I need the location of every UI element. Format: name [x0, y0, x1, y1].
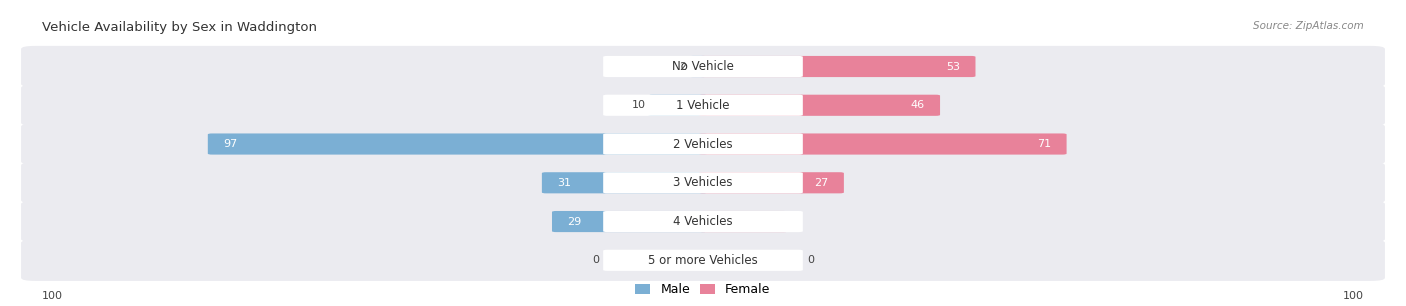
Text: 53: 53 — [946, 62, 960, 72]
Text: 31: 31 — [557, 178, 571, 188]
Text: Vehicle Availability by Sex in Waddington: Vehicle Availability by Sex in Waddingto… — [42, 21, 318, 34]
Text: 0: 0 — [592, 255, 599, 265]
Legend: Male, Female: Male, Female — [631, 279, 775, 300]
Text: 100: 100 — [42, 291, 63, 301]
Text: 46: 46 — [911, 100, 925, 110]
Text: 2 Vehicles: 2 Vehicles — [673, 137, 733, 151]
Text: 2: 2 — [679, 62, 686, 72]
Text: 97: 97 — [224, 139, 238, 149]
Text: 71: 71 — [1038, 139, 1052, 149]
Text: 100: 100 — [1343, 291, 1364, 301]
Text: 5 or more Vehicles: 5 or more Vehicles — [648, 254, 758, 267]
Text: 4 Vehicles: 4 Vehicles — [673, 215, 733, 228]
Text: 10: 10 — [631, 100, 645, 110]
Text: Source: ZipAtlas.com: Source: ZipAtlas.com — [1253, 21, 1364, 32]
Text: 1 Vehicle: 1 Vehicle — [676, 99, 730, 112]
Text: 0: 0 — [807, 255, 814, 265]
Text: 27: 27 — [814, 178, 828, 188]
Text: 29: 29 — [568, 217, 582, 226]
Text: 3 Vehicles: 3 Vehicles — [673, 176, 733, 189]
Text: No Vehicle: No Vehicle — [672, 60, 734, 73]
Text: 16: 16 — [759, 217, 773, 226]
